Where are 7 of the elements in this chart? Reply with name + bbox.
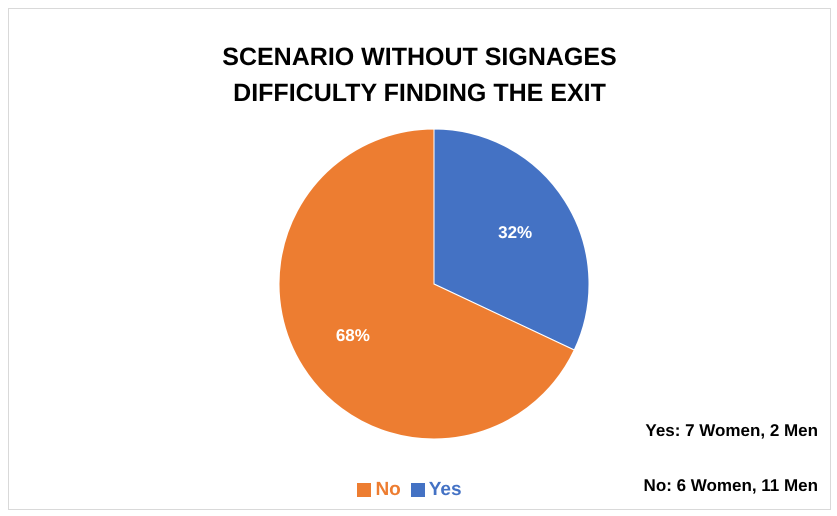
data-label: 32%	[498, 223, 532, 242]
legend-label: No	[375, 479, 401, 500]
legend-label: Yes	[428, 479, 462, 500]
chart-title: SCENARIO WITHOUT SIGNAGES DIFFICULTY FINDING THE EXIT	[221, 42, 618, 109]
text: No: 6 Women, 11 Men	[644, 476, 818, 496]
text: Yes: 7 Women, 2 Men	[645, 421, 818, 441]
data-label: 68%	[336, 326, 370, 345]
